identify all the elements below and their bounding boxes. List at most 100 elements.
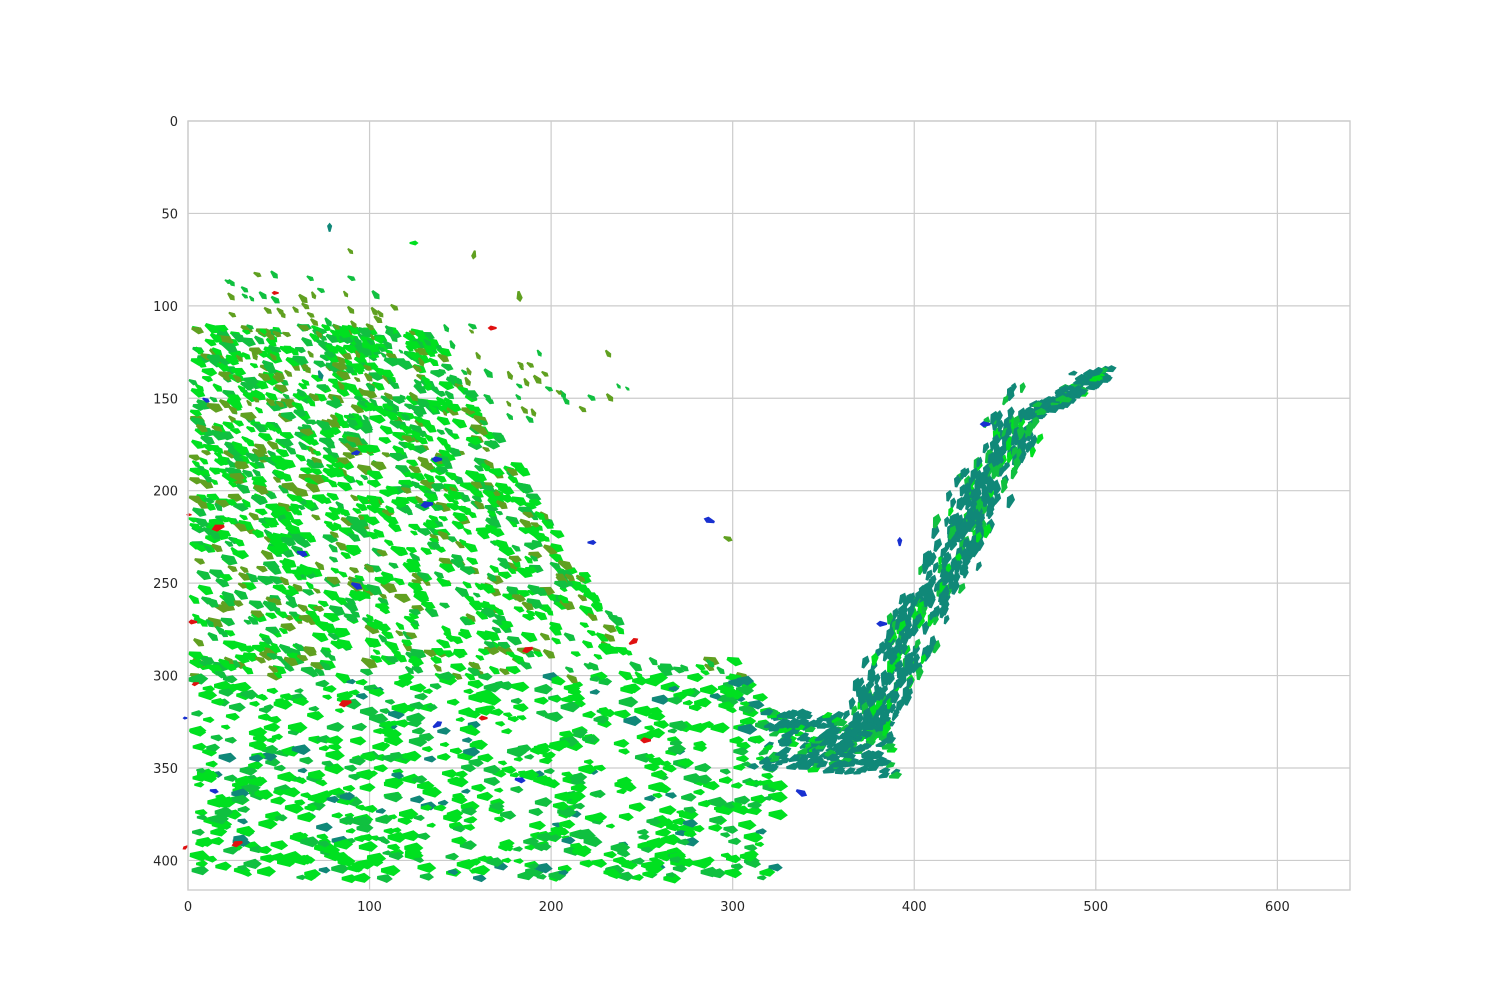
- field-arrow: [497, 486, 515, 496]
- field-arrow: [655, 828, 672, 837]
- field-arrow: [534, 696, 549, 705]
- field-arrow: [659, 805, 677, 816]
- field-arrow: [234, 461, 250, 470]
- field-arrow: [739, 716, 757, 726]
- field-arrow: [693, 744, 708, 752]
- field-arrow: [206, 354, 224, 364]
- field-arrow: [381, 452, 391, 458]
- field-arrow: [353, 376, 361, 382]
- band-arrow: [894, 616, 904, 631]
- field-arrow: [408, 523, 421, 531]
- field-arrow: [315, 419, 332, 431]
- field-arrow: [632, 676, 649, 686]
- field-arrow: [558, 594, 569, 604]
- field-arrow: [646, 817, 661, 826]
- field-arrow: [518, 527, 531, 535]
- band-arrow: [874, 673, 881, 685]
- field-arrow: [202, 770, 219, 780]
- field-arrow: [725, 854, 742, 864]
- field-arrow: [215, 499, 230, 508]
- band-arrow: [826, 753, 838, 761]
- field-arrow: [243, 619, 252, 625]
- field-arrow: [380, 352, 387, 358]
- field-arrow: [197, 617, 208, 627]
- band-arrow: [873, 714, 880, 726]
- field-arrow: [249, 700, 261, 707]
- field-arrow: [192, 742, 207, 751]
- field-arrow: [214, 502, 223, 512]
- band-arrow: [1003, 417, 1011, 431]
- band-arrow: [966, 518, 974, 532]
- field-arrow: [338, 571, 348, 578]
- band-arrow: [959, 484, 967, 497]
- field-arrow: [749, 735, 765, 744]
- field-arrow: [218, 752, 237, 763]
- field-arrow: [191, 710, 204, 717]
- field-arrow: [218, 398, 231, 409]
- field-arrow: [477, 648, 490, 656]
- field-arrow: [755, 828, 767, 835]
- field-arrow: [197, 584, 214, 596]
- band-arrow: [875, 698, 883, 710]
- band-arrow: [931, 525, 940, 540]
- field-arrow: [631, 874, 644, 881]
- field-arrow: [578, 605, 595, 616]
- field-arrow: [417, 528, 432, 536]
- field-arrow: [262, 600, 278, 612]
- field-arrow: [660, 760, 672, 767]
- field-arrow: [623, 649, 633, 656]
- band-arrow: [1006, 493, 1016, 509]
- field-arrow: [378, 437, 392, 445]
- field-arrow: [412, 364, 422, 372]
- field-arrow: [530, 522, 540, 528]
- field-arrow: [588, 661, 599, 671]
- field-arrow: [305, 482, 321, 493]
- field-arrow: [483, 394, 492, 400]
- field-arrow: [376, 836, 388, 843]
- field-arrow: [250, 390, 266, 401]
- band-arrow: [914, 638, 921, 649]
- field-arrow: [724, 868, 743, 879]
- field-arrow: [401, 435, 414, 443]
- field-arrow: [344, 547, 361, 557]
- field-arrow: [279, 576, 290, 585]
- field-arrow: [677, 758, 695, 768]
- field-arrow: [379, 425, 394, 435]
- field-arrow: [648, 656, 658, 666]
- field-arrow: [405, 547, 418, 554]
- field-arrow: [442, 410, 448, 416]
- field-arrow: [398, 808, 419, 820]
- field-arrow: [273, 427, 283, 434]
- field-arrow: [196, 814, 208, 821]
- field-arrow: [519, 518, 532, 528]
- band-arrow: [917, 601, 925, 612]
- field-arrow: [434, 520, 444, 527]
- field-arrow: [189, 409, 203, 417]
- band-arrow: [915, 590, 922, 603]
- field-arrow: [544, 711, 564, 723]
- field-arrow: [195, 383, 205, 392]
- field-arrow: [514, 466, 531, 477]
- field-arrow: [262, 371, 277, 382]
- field-arrow: [472, 592, 481, 598]
- field-arrow: [188, 673, 209, 685]
- band-arrow: [976, 456, 983, 468]
- field-arrow: [316, 822, 333, 832]
- field-arrow: [293, 409, 307, 418]
- field-arrow: [598, 706, 610, 713]
- field-arrow: [452, 792, 466, 800]
- field-arrow: [246, 381, 252, 386]
- field-arrow: [485, 517, 502, 529]
- band-arrow: [932, 513, 942, 529]
- field-arrow: [294, 533, 306, 543]
- field-arrow: [315, 497, 327, 504]
- field-arrow: [275, 814, 288, 822]
- field-arrow: [482, 446, 491, 452]
- field-arrow: [364, 342, 381, 353]
- field-arrow: [534, 511, 546, 520]
- field-arrow: [331, 362, 348, 372]
- field-arrow: [313, 588, 321, 594]
- band-arrow: [867, 764, 880, 772]
- field-arrow: [441, 625, 452, 635]
- field-arrow: [395, 621, 405, 630]
